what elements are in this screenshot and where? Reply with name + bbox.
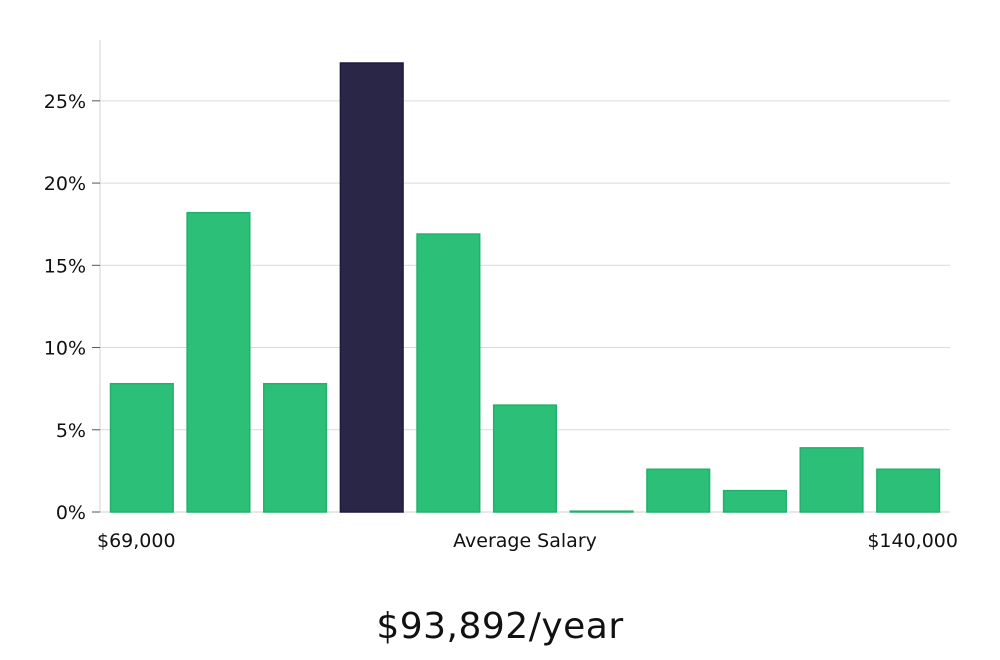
histogram-bar bbox=[263, 382, 328, 513]
histogram-bar bbox=[876, 468, 941, 513]
x-max-label: $140,000 bbox=[867, 530, 958, 552]
x-min-label: $69,000 bbox=[97, 530, 176, 552]
histogram-bar bbox=[492, 404, 558, 513]
x-axis-title: Average Salary bbox=[453, 530, 597, 552]
y-tick-label: 5% bbox=[56, 420, 86, 442]
y-tick-label: 0% bbox=[56, 502, 86, 524]
bars bbox=[109, 62, 941, 513]
y-tick-label: 15% bbox=[44, 255, 86, 277]
histogram-bar bbox=[722, 489, 787, 513]
histogram-bar bbox=[646, 468, 711, 513]
histogram-bar bbox=[799, 447, 864, 513]
y-tick-label: 20% bbox=[44, 173, 86, 195]
average-salary-value: $93,892/year bbox=[376, 606, 624, 647]
y-tick-label: 10% bbox=[44, 338, 86, 360]
y-tick-labels: 0% 5% 10% 15% 20% 25% bbox=[44, 91, 100, 524]
y-tick-label: 25% bbox=[44, 91, 86, 113]
histogram-svg: 0%5%10%15%20%25% $69,000 Average Salary … bbox=[44, 40, 958, 552]
histogram-bar bbox=[186, 211, 251, 513]
histogram-bar bbox=[569, 510, 634, 513]
histogram-bar bbox=[416, 233, 481, 513]
histogram-bar bbox=[109, 382, 174, 513]
histogram-bar-highlighted bbox=[339, 62, 404, 513]
